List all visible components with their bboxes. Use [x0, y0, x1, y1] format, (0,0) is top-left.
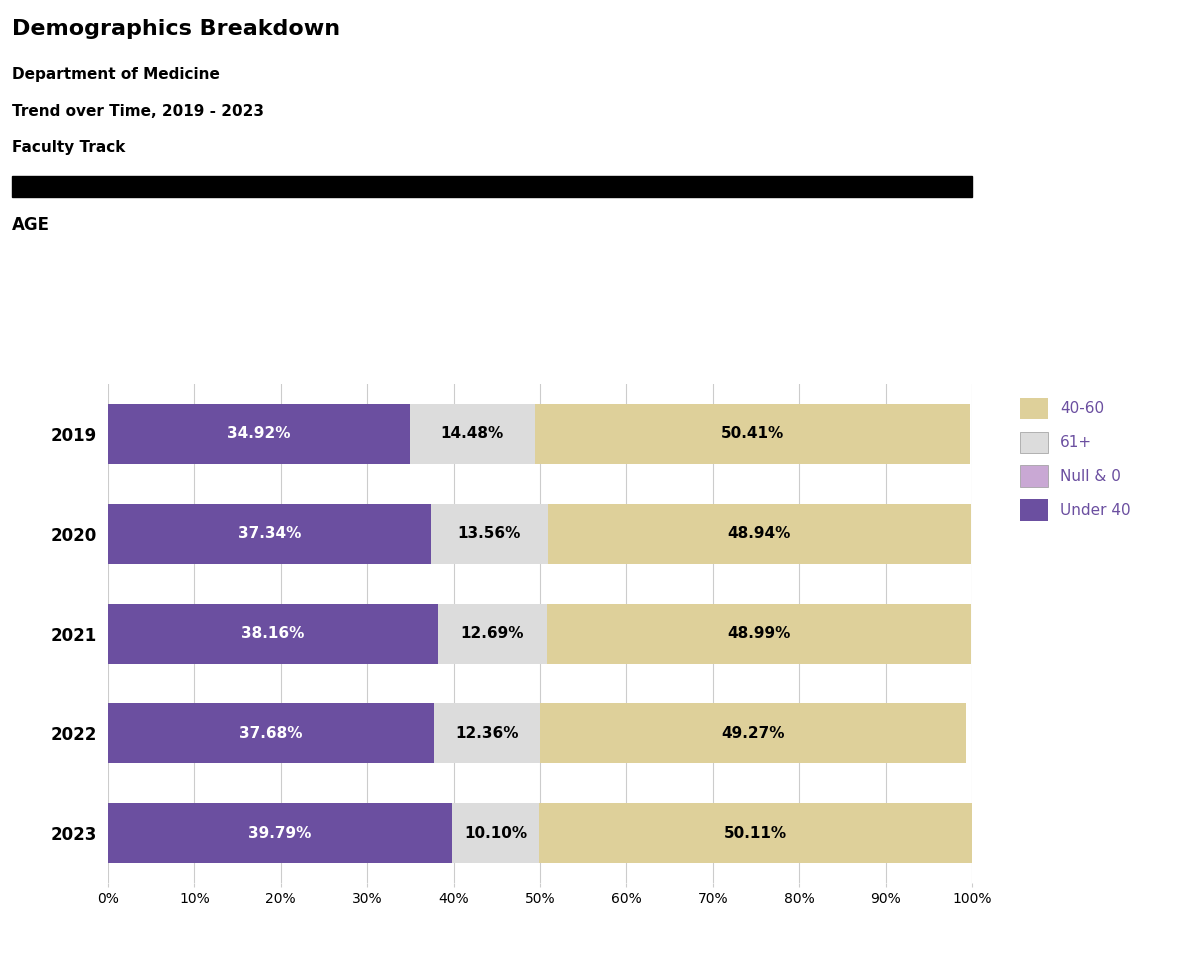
- Bar: [108, 704, 433, 763]
- Bar: [108, 504, 431, 564]
- Text: 37.34%: 37.34%: [238, 526, 301, 541]
- Text: AGE: AGE: [12, 216, 50, 234]
- Text: 10.10%: 10.10%: [464, 826, 527, 841]
- Text: 50.41%: 50.41%: [721, 426, 785, 442]
- Text: 12.36%: 12.36%: [455, 726, 518, 741]
- Text: Demographics Breakdown: Demographics Breakdown: [12, 19, 340, 39]
- Text: 38.16%: 38.16%: [241, 626, 305, 641]
- Bar: [108, 804, 451, 863]
- Bar: [451, 804, 539, 863]
- Text: 12.69%: 12.69%: [461, 626, 524, 641]
- Bar: [540, 704, 966, 763]
- Bar: [539, 804, 972, 863]
- Bar: [547, 604, 971, 663]
- Bar: [108, 604, 438, 663]
- Text: 14.48%: 14.48%: [440, 426, 504, 442]
- Text: Department of Medicine: Department of Medicine: [12, 67, 220, 83]
- Bar: [438, 604, 547, 663]
- Text: 50.11%: 50.11%: [724, 826, 787, 841]
- Legend: 40-60, 61+, Null & 0, Under 40: 40-60, 61+, Null & 0, Under 40: [1014, 392, 1136, 527]
- Bar: [431, 504, 547, 564]
- Text: Trend over Time, 2019 - 2023: Trend over Time, 2019 - 2023: [12, 104, 264, 119]
- Text: 34.92%: 34.92%: [227, 426, 290, 442]
- Bar: [547, 504, 971, 564]
- Bar: [433, 704, 540, 763]
- Text: 37.68%: 37.68%: [239, 726, 302, 741]
- Text: 48.94%: 48.94%: [727, 526, 791, 541]
- Text: 49.27%: 49.27%: [721, 726, 785, 741]
- Text: 13.56%: 13.56%: [457, 526, 521, 541]
- Text: Faculty Track: Faculty Track: [12, 140, 125, 156]
- Text: 48.99%: 48.99%: [727, 626, 791, 641]
- Bar: [535, 404, 971, 464]
- Bar: [108, 404, 409, 464]
- Text: 39.79%: 39.79%: [248, 826, 312, 841]
- Bar: [409, 404, 535, 464]
